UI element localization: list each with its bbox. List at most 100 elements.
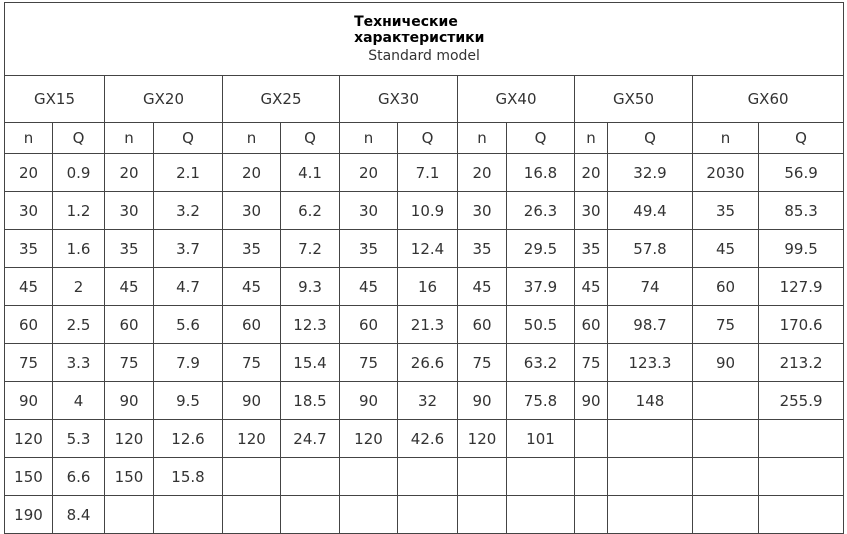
table-cell: 32 xyxy=(397,381,458,420)
empty-cell xyxy=(692,419,759,458)
table-cell: 6.2 xyxy=(280,191,340,230)
table-cell: 7.2 xyxy=(280,229,340,268)
column-header: Q xyxy=(153,122,223,154)
table-cell: 60 xyxy=(222,305,281,344)
table-cell: 20 xyxy=(104,153,154,192)
table-cell: 56.9 xyxy=(757,153,845,192)
empty-cell xyxy=(153,495,223,534)
table-cell: 30 xyxy=(457,191,507,230)
table-cell: 20 xyxy=(457,153,507,192)
table-cell: 0.9 xyxy=(52,153,105,192)
table-cell: 35 xyxy=(4,229,53,268)
table-cell: 20 xyxy=(222,153,281,192)
table-cell: 60 xyxy=(574,305,608,344)
table-cell: 75 xyxy=(4,343,53,382)
table-cell: 60 xyxy=(4,305,53,344)
table-cell: 45 xyxy=(104,267,154,306)
empty-cell xyxy=(280,495,340,534)
data-row: 190 8.4 xyxy=(4,495,845,534)
empty-cell xyxy=(692,381,759,420)
table-cell: 75 xyxy=(222,343,281,382)
table-cell: 20 xyxy=(339,153,398,192)
data-row: 30 1.2 30 3.2 30 6.2 30 10.9 30 26.3 30 49.4 35 85.3 xyxy=(4,191,845,230)
table-cell: 30 xyxy=(104,191,154,230)
table-cell: 35 xyxy=(692,191,759,230)
table-cell: 120 xyxy=(457,419,507,458)
table-cell: 90 xyxy=(222,381,281,420)
title-row: Технические характеристики Standard mode… xyxy=(3,2,845,76)
empty-cell xyxy=(222,495,281,534)
table-cell: 4.1 xyxy=(280,153,340,192)
table-cell: 90 xyxy=(339,381,398,420)
table-cell: 30 xyxy=(4,191,53,230)
group-row: GX15 GX20 GX25 GX30 GX40 GX50 GX60 xyxy=(4,75,845,123)
table-cell: 98.7 xyxy=(607,305,693,344)
table-cell: 2.1 xyxy=(153,153,223,192)
table-cell: 85.3 xyxy=(757,191,845,230)
table-cell: 7.1 xyxy=(397,153,458,192)
table-cell: 8.4 xyxy=(52,495,105,534)
table-cell: 26.6 xyxy=(397,343,458,382)
table-cell: 3.2 xyxy=(153,191,223,230)
table-cell: 90 xyxy=(692,343,759,382)
table-cell: 63.2 xyxy=(506,343,575,382)
column-header: n xyxy=(222,122,281,154)
empty-cell xyxy=(222,457,281,496)
empty-cell xyxy=(397,495,458,534)
table-cell: 75 xyxy=(339,343,398,382)
empty-cell xyxy=(574,419,608,458)
table-cell: 1.2 xyxy=(52,191,105,230)
data-row: 75 3.3 75 7.9 75 15.4 75 26.6 75 63.2 75 123.3 90 213… xyxy=(4,343,845,382)
empty-cell xyxy=(574,457,608,496)
table-cell: 1.6 xyxy=(52,229,105,268)
data-row: 35 1.6 35 3.7 35 7.2 35 12.4 35 29.5 35 57.8 45 99.5 xyxy=(4,229,845,268)
table-cell: 15.8 xyxy=(153,457,223,496)
table-cell: 99.5 xyxy=(757,229,845,268)
table-cell: 45 xyxy=(692,229,759,268)
column-header: n xyxy=(339,122,398,154)
empty-cell xyxy=(607,457,693,496)
table-cell: 12.4 xyxy=(397,229,458,268)
table-cell: 45 xyxy=(222,267,281,306)
table-cell: 15.4 xyxy=(280,343,340,382)
table-cell: 49.4 xyxy=(607,191,693,230)
table-cell: 57.8 xyxy=(607,229,693,268)
table-cell: 30 xyxy=(222,191,281,230)
table-cell: 35 xyxy=(574,229,608,268)
table-cell: 213.2 xyxy=(757,343,845,382)
table-cell: 29.5 xyxy=(506,229,575,268)
empty-cell xyxy=(607,495,693,534)
title-cell: Технические характеристики Standard mode… xyxy=(3,2,845,76)
table-cell: 6.6 xyxy=(52,457,105,496)
empty-cell xyxy=(339,457,398,496)
table-cell: 123.3 xyxy=(607,343,693,382)
table-cell: 21.3 xyxy=(397,305,458,344)
empty-cell xyxy=(607,419,693,458)
table-cell: 90 xyxy=(104,381,154,420)
column-header: Q xyxy=(280,122,340,154)
table-cell: 18.5 xyxy=(280,381,340,420)
title-box: Технические характеристики Standard mode… xyxy=(354,14,494,64)
table-cell: 75 xyxy=(692,305,759,344)
spec-table: Технические характеристики Standard mode… xyxy=(3,2,845,534)
column-header: n xyxy=(692,122,759,154)
empty-cell xyxy=(280,457,340,496)
table-cell: 120 xyxy=(222,419,281,458)
table-cell: 42.6 xyxy=(397,419,458,458)
data-row: 45 2 45 4.7 45 9.3 45 16 45 37.9 45 74 60 127.9 xyxy=(4,267,845,306)
empty-cell xyxy=(506,495,575,534)
table-cell: 2030 xyxy=(692,153,759,192)
table-cell: 150 xyxy=(104,457,154,496)
table-cell: 75 xyxy=(104,343,154,382)
table-cell: 2 xyxy=(52,267,105,306)
table-cell: 9.3 xyxy=(280,267,340,306)
column-header: Q xyxy=(397,122,458,154)
empty-cell xyxy=(457,495,507,534)
table-cell: 2.5 xyxy=(52,305,105,344)
column-header: n xyxy=(4,122,53,154)
table-cell: 3.3 xyxy=(52,343,105,382)
table-cell: 255.9 xyxy=(757,381,845,420)
table-cell: 35 xyxy=(104,229,154,268)
table-cell: 50.5 xyxy=(506,305,575,344)
empty-cell xyxy=(506,457,575,496)
